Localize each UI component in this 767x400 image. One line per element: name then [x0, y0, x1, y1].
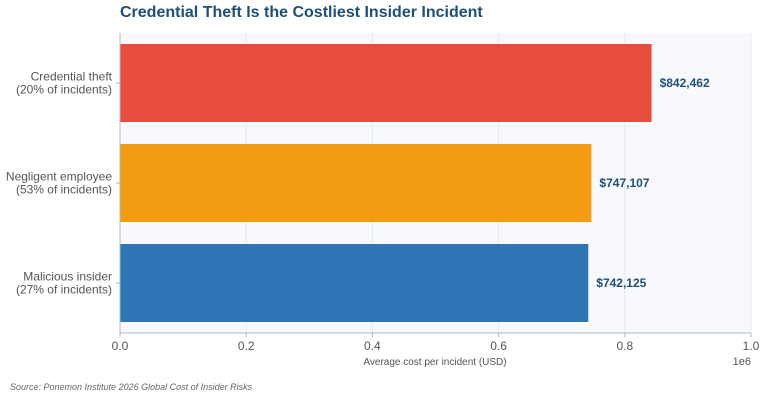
bar-value-label: $842,462 — [660, 76, 710, 90]
x-tick-label: 0.4 — [364, 339, 381, 353]
y-category-label: (27% of incidents) — [16, 283, 112, 297]
x-tick-label: 0.6 — [490, 339, 507, 353]
x-tick-label: 0.0 — [112, 339, 129, 353]
x-tick-label: 0.8 — [616, 339, 633, 353]
x-tick-label: 0.2 — [238, 339, 255, 353]
y-category-label: (53% of incidents) — [16, 183, 112, 197]
x-axis-offset-label: 1e6 — [733, 356, 751, 368]
chart-title: Credential Theft Is the Costliest Inside… — [120, 4, 483, 21]
x-axis-label: Average cost per incident (USD) — [363, 357, 506, 368]
y-category-label: Malicious insider — [23, 270, 112, 284]
y-category-label: Credential theft — [31, 70, 113, 84]
x-tick-label: 1.0 — [743, 339, 760, 353]
axis-ticks: 0.0 0.2 0.4 0.6 0.8 1.0 Credential theft(20% o… — [6, 70, 760, 354]
bar-value-label: $747,107 — [599, 176, 649, 190]
y-category-label: (20% of incidents) — [16, 83, 112, 97]
bars: $842,462 $747,107 $742,125 — [120, 44, 710, 322]
source-note: Source: Ponemon Institute 2026 Global Co… — [10, 382, 253, 392]
bar-value-label: $742,125 — [596, 276, 646, 290]
bar — [120, 144, 592, 222]
bar — [120, 44, 652, 122]
y-category-label: Negligent employee — [6, 170, 112, 184]
bar — [120, 244, 589, 322]
